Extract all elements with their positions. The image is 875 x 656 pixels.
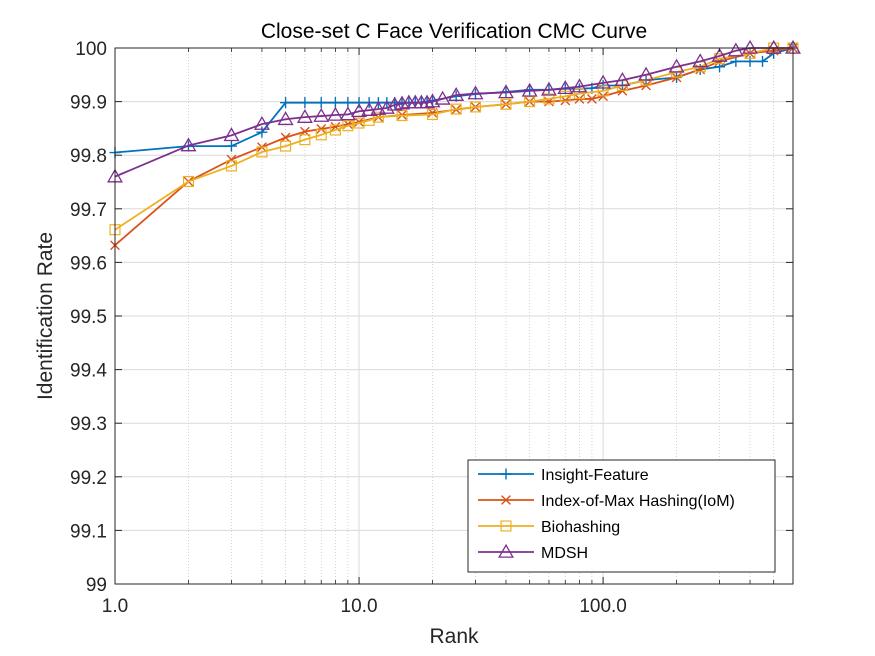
data-point-triangle <box>448 86 465 101</box>
data-point-triangle <box>296 108 313 123</box>
data-point-triangle <box>497 84 514 99</box>
y-tick-label: 99.1 <box>70 521 107 542</box>
data-point-triangle <box>327 106 344 121</box>
chart-title: Close-set C Face Verification CMC Curve <box>261 20 647 43</box>
data-point-triangle <box>424 93 441 108</box>
data-point-plus <box>757 55 769 67</box>
data-point-plus <box>315 97 327 109</box>
data-point-square <box>256 146 268 158</box>
data-point-x <box>587 94 597 104</box>
y-axis-label: Identification Rate <box>34 232 57 400</box>
data-point-triangle <box>521 82 538 97</box>
data-point-square <box>597 85 609 97</box>
data-point-triangle <box>419 94 436 109</box>
data-point-square <box>469 101 482 113</box>
data-point-plus <box>299 97 311 109</box>
data-point-square <box>573 88 585 100</box>
y-tick-label: 100 <box>75 39 107 60</box>
data-point-plus <box>280 97 292 109</box>
legend-label: Biohashing <box>541 519 620 536</box>
data-point-triangle <box>313 107 330 122</box>
data-point-triangle <box>638 66 655 81</box>
series-line <box>114 47 793 231</box>
data-point-triangle <box>498 543 514 558</box>
data-point-triangle <box>223 127 240 142</box>
data-point-triangle <box>339 106 356 121</box>
data-point-square <box>315 129 327 141</box>
data-point-plus <box>353 97 365 109</box>
data-point-square <box>543 93 555 105</box>
legend-label: Index-of-Max Hashing(IoM) <box>541 493 735 510</box>
data-point-triangle <box>742 39 759 54</box>
legend-label: Insight-Feature <box>541 467 649 484</box>
data-point-plus <box>256 126 268 138</box>
data-point-triangle <box>668 58 685 73</box>
y-tick-label: 99.4 <box>70 361 107 382</box>
data-point-triangle <box>614 71 631 86</box>
data-point-triangle <box>378 99 395 114</box>
y-tick-label: 99.2 <box>70 468 107 489</box>
data-point-square <box>329 124 341 136</box>
data-point-square <box>500 520 512 532</box>
y-tick-label: 99.5 <box>70 307 107 328</box>
legend: Insight-Feature Index-of-Max Hashing(IoM)… <box>467 459 776 573</box>
data-point-square <box>559 90 571 102</box>
y-tick-label: 99.7 <box>70 200 107 221</box>
data-point-square <box>182 175 195 188</box>
data-point-triangle <box>370 100 387 115</box>
series-layer <box>107 39 801 251</box>
data-point-triangle <box>467 85 484 100</box>
data-point-square <box>225 160 237 172</box>
data-point-square <box>342 120 354 132</box>
data-point-plus <box>500 468 512 480</box>
data-point-square <box>299 134 311 146</box>
data-point-square <box>280 140 292 152</box>
data-point-triangle <box>711 47 728 62</box>
data-point-x <box>501 495 511 505</box>
series-mdsh <box>107 39 801 183</box>
data-point-triangle <box>540 81 557 96</box>
legend-label: MDSH <box>541 545 588 562</box>
data-point-x <box>354 117 364 127</box>
legend-box <box>467 459 776 573</box>
y-tick-label: 99.8 <box>70 146 107 167</box>
data-point-square <box>372 111 384 123</box>
data-point-triangle <box>557 80 574 95</box>
data-point-triangle <box>571 78 588 93</box>
y-tick-label: 99.6 <box>70 253 107 274</box>
data-point-triangle <box>180 137 197 152</box>
data-point-x <box>316 124 327 134</box>
data-point-square <box>426 108 439 121</box>
data-point-square <box>450 103 462 115</box>
data-point-triangle <box>253 115 270 130</box>
data-point-triangle <box>595 74 612 89</box>
y-tick-label: 99.3 <box>70 414 107 435</box>
x-tick-label: 10.0 <box>341 596 378 617</box>
data-point-triangle <box>727 42 744 57</box>
y-tick-label: 99.9 <box>70 93 107 114</box>
data-point-triangle <box>692 53 709 68</box>
data-point-plus <box>225 140 237 152</box>
data-point-x <box>226 154 237 165</box>
tick-labels: 1.0 10.0 100.0 99 99.1 99.2 99.3 99.4 99.5 99.6 99… <box>70 39 627 617</box>
data-point-triangle <box>765 39 782 54</box>
data-point-triangle <box>361 101 378 116</box>
x-axis-label: Rank <box>429 625 479 648</box>
data-point-triangle <box>277 111 294 126</box>
y-tick-label: 99 <box>86 575 107 596</box>
data-point-triangle <box>434 90 451 105</box>
data-point-triangle <box>351 103 368 118</box>
x-tick-label: 100.0 <box>579 596 627 617</box>
data-point-square <box>500 98 512 110</box>
data-point-x <box>280 132 291 143</box>
x-tick-label: 1.0 <box>102 596 128 617</box>
data-point-plus <box>329 97 341 109</box>
axis-ticks <box>114 47 794 585</box>
